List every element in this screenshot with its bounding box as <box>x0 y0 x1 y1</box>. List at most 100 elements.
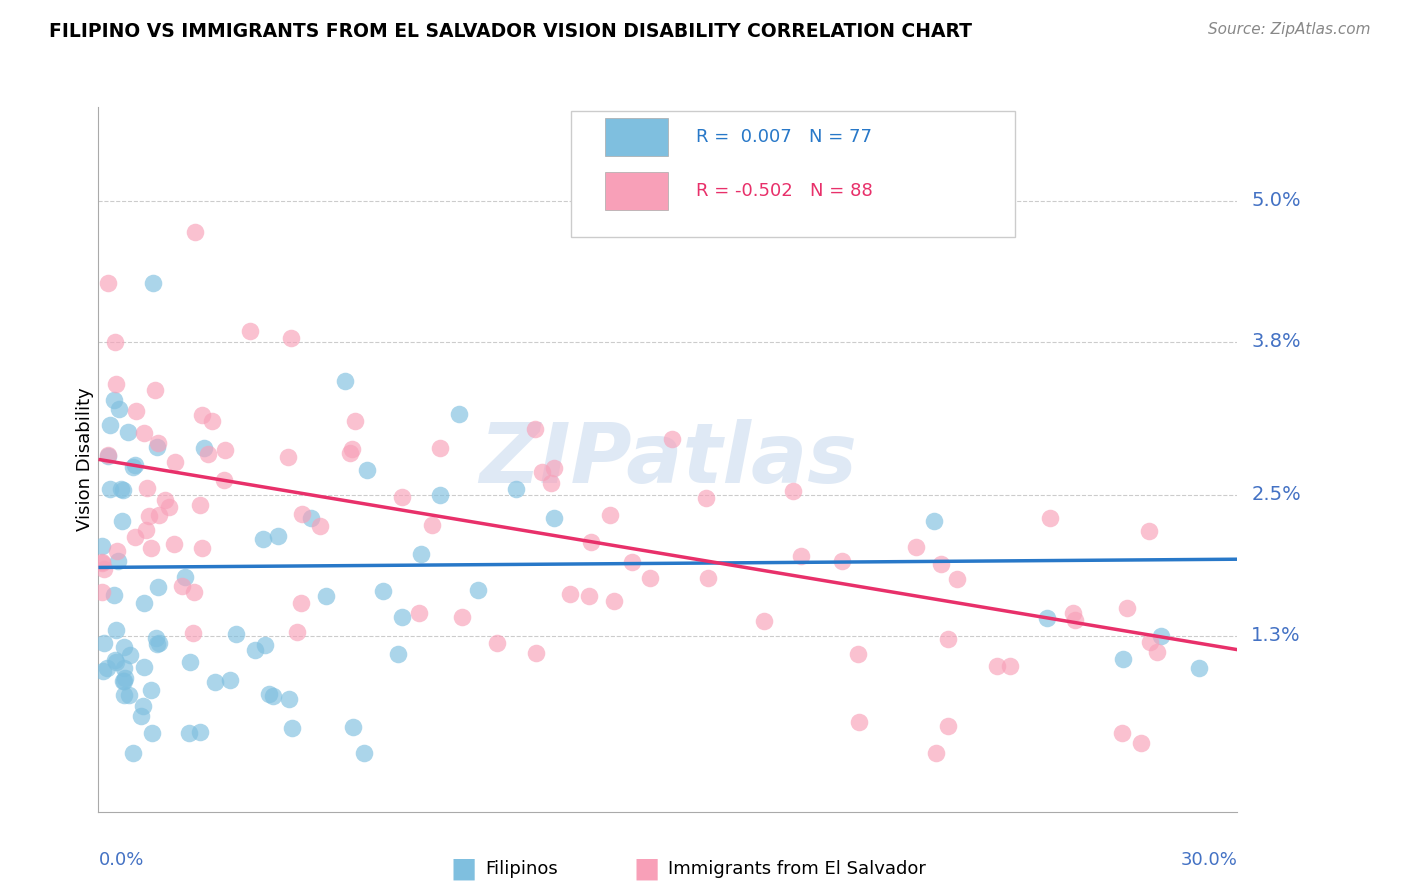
Point <box>134 425 156 440</box>
Point <box>124 458 146 472</box>
Point <box>254 638 277 652</box>
Point <box>120 648 142 662</box>
Point <box>848 715 870 730</box>
Y-axis label: Vision Disability: Vision Disability <box>76 387 94 532</box>
Point <box>308 518 330 533</box>
Point <box>1115 601 1137 615</box>
Text: R =  0.007   N = 77: R = 0.007 N = 77 <box>696 128 872 146</box>
Point <box>603 593 626 607</box>
Point <box>1111 726 1133 740</box>
Point <box>96 661 118 675</box>
Point <box>831 554 853 568</box>
Point <box>391 490 413 504</box>
Point <box>540 476 562 491</box>
Point <box>697 571 720 585</box>
Point <box>278 692 301 706</box>
Text: Immigrants from El Salvador: Immigrants from El Salvador <box>668 860 925 878</box>
Point <box>212 473 235 487</box>
Point <box>190 725 212 739</box>
Point <box>599 508 621 522</box>
Point <box>578 589 600 603</box>
Point <box>621 555 644 569</box>
Point <box>290 596 312 610</box>
FancyBboxPatch shape <box>605 118 668 156</box>
Point <box>356 463 378 477</box>
Point <box>91 539 114 553</box>
Point <box>148 636 170 650</box>
Point <box>782 483 804 498</box>
Text: 2.5%: 2.5% <box>1251 485 1301 504</box>
Text: ZIPatlas: ZIPatlas <box>479 419 856 500</box>
Point <box>98 417 121 432</box>
Point <box>387 648 409 662</box>
Point <box>267 528 290 542</box>
Point <box>1062 606 1084 620</box>
Point <box>204 674 226 689</box>
Point <box>191 408 214 422</box>
Point <box>104 655 127 669</box>
Point <box>1139 634 1161 648</box>
Point <box>1146 645 1168 659</box>
Point <box>134 596 156 610</box>
Point <box>243 643 266 657</box>
Point <box>93 636 115 650</box>
Point <box>239 324 262 338</box>
Point <box>925 746 948 760</box>
Point <box>139 541 162 556</box>
Point <box>91 664 114 678</box>
Point <box>315 590 337 604</box>
Point <box>108 402 131 417</box>
Point <box>1188 661 1211 675</box>
Point <box>197 447 219 461</box>
Text: 3.8%: 3.8% <box>1251 333 1301 351</box>
Point <box>138 508 160 523</box>
Point <box>188 499 211 513</box>
Point <box>104 653 127 667</box>
Text: ■: ■ <box>451 855 477 883</box>
Point <box>344 414 367 428</box>
Point <box>342 720 364 734</box>
Point <box>103 393 125 408</box>
Point <box>420 518 443 533</box>
Point <box>259 687 281 701</box>
Point <box>107 544 129 558</box>
Point <box>163 537 186 551</box>
Point <box>558 587 581 601</box>
Point <box>277 450 299 464</box>
Point <box>145 631 167 645</box>
Point <box>353 746 375 760</box>
Point <box>153 493 176 508</box>
Text: FILIPINO VS IMMIGRANTS FROM EL SALVADOR VISION DISABILITY CORRELATION CHART: FILIPINO VS IMMIGRANTS FROM EL SALVADOR … <box>49 22 972 41</box>
Point <box>117 425 139 439</box>
Point <box>214 443 236 458</box>
Point <box>752 614 775 628</box>
Point <box>136 481 159 495</box>
Point <box>132 660 155 674</box>
Point <box>1129 735 1152 749</box>
Point <box>165 455 187 469</box>
Point <box>190 541 212 555</box>
Point <box>299 511 322 525</box>
Point <box>998 658 1021 673</box>
Point <box>183 585 205 599</box>
Point <box>183 626 205 640</box>
Point <box>449 407 471 421</box>
Point <box>132 698 155 713</box>
FancyBboxPatch shape <box>571 111 1015 237</box>
Point <box>131 709 153 723</box>
Point <box>103 588 125 602</box>
Point <box>201 414 224 428</box>
Point <box>139 682 162 697</box>
Point <box>936 719 959 733</box>
Point <box>225 627 247 641</box>
Point <box>97 449 120 463</box>
Point <box>391 610 413 624</box>
Point <box>184 225 207 239</box>
Point <box>91 555 114 569</box>
Point <box>110 514 132 528</box>
Point <box>291 507 314 521</box>
Point <box>790 549 813 564</box>
Point <box>98 482 121 496</box>
Point <box>1036 611 1059 625</box>
Point <box>339 446 361 460</box>
